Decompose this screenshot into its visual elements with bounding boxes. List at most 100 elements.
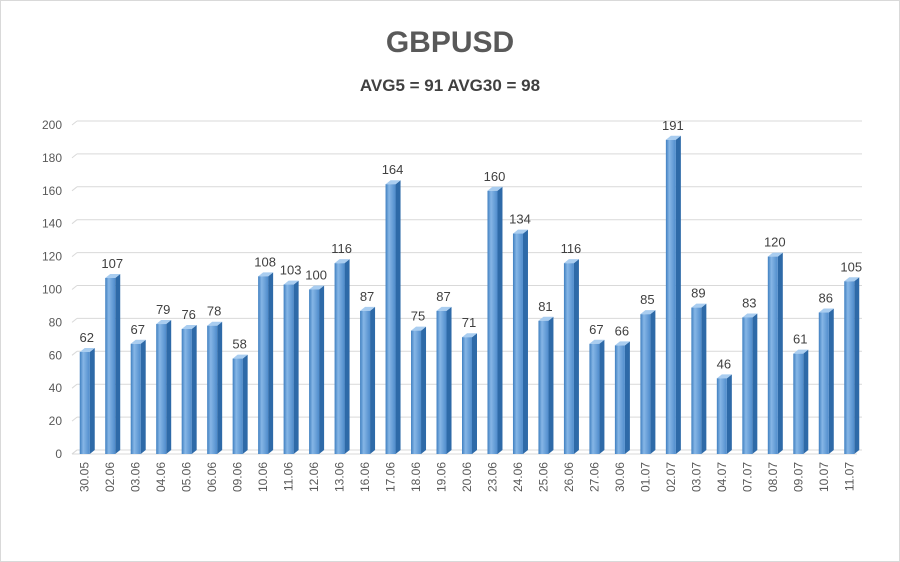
bar-front	[411, 330, 422, 454]
bar-top	[232, 354, 248, 359]
bar-side	[777, 252, 783, 454]
bar-side	[752, 313, 758, 454]
x-tick-label: 02.06	[103, 462, 117, 492]
bar-side	[446, 306, 452, 454]
bar-top	[691, 303, 707, 308]
bar-top	[207, 321, 223, 326]
bar-top	[130, 339, 146, 344]
bar-side	[217, 321, 223, 454]
bar-front	[538, 320, 549, 454]
y-tick-label: 120	[42, 250, 62, 264]
gridline-depth	[71, 252, 78, 257]
bar	[411, 326, 427, 454]
bar	[487, 186, 503, 455]
bar	[79, 348, 95, 454]
bar	[181, 324, 197, 454]
data-label: 100	[305, 268, 327, 283]
y-tick-label: 200	[42, 118, 62, 132]
bar-front	[716, 378, 727, 454]
bar-top	[309, 285, 325, 290]
bar-top	[716, 374, 732, 379]
bar	[283, 280, 299, 454]
y-tick-label: 40	[49, 381, 63, 395]
bar	[563, 259, 579, 454]
y-tick-label: 100	[42, 283, 62, 297]
x-tick-label: 19.06	[435, 462, 449, 492]
gridline-depth	[71, 350, 78, 356]
x-tick-label: 30.06	[613, 462, 627, 492]
data-label: 86	[819, 291, 833, 306]
bar	[538, 316, 554, 454]
data-label: 61	[793, 332, 807, 347]
y-tick-label: 140	[42, 217, 62, 231]
bar-side	[421, 326, 427, 454]
x-tick-label: 06.06	[205, 462, 219, 492]
bar-side	[726, 374, 732, 454]
data-label: 58	[232, 337, 246, 352]
x-tick-label: 18.06	[409, 462, 423, 492]
bar-front	[487, 190, 498, 455]
bar-front	[614, 345, 625, 454]
bar-front	[156, 324, 167, 454]
bar-top	[462, 333, 477, 338]
bar-side	[573, 259, 579, 454]
bar-top	[512, 229, 528, 234]
bar	[512, 229, 528, 454]
bar-top	[411, 326, 427, 331]
gridline-depth	[71, 318, 78, 323]
bar-side	[828, 308, 834, 454]
bar-side	[242, 354, 248, 454]
bar	[232, 354, 248, 454]
data-label: 89	[691, 286, 705, 301]
bar-front	[742, 317, 753, 454]
gridline-depth	[71, 285, 78, 290]
x-tick-label: 05.06	[180, 462, 194, 492]
x-tick-label: 09.06	[231, 462, 245, 492]
data-label: 87	[360, 289, 374, 304]
y-axis-ticks: 0 20 40 60 80 100 120 140 160 180 200	[42, 118, 62, 461]
data-label: 67	[130, 322, 144, 337]
bar-top	[844, 277, 860, 282]
x-tick-label: 23.06	[485, 462, 499, 492]
bar-side	[191, 324, 197, 454]
x-axis-ticks: 30.05 02.06 03.06 04.06 05.06 06.06 09.06 10.06…	[78, 462, 857, 492]
data-label: 116	[561, 241, 582, 256]
bar-side	[624, 341, 630, 454]
bar	[640, 310, 656, 454]
x-tick-label: 12.06	[307, 462, 321, 492]
chart-subtitle: AVG5 = 91 AVG30 = 98	[359, 76, 541, 95]
bar-front	[563, 263, 574, 454]
data-label: 85	[640, 292, 654, 307]
bar	[818, 308, 834, 454]
bar-front	[767, 256, 778, 454]
bar-side	[395, 180, 401, 454]
x-tick-label: 03.07	[689, 462, 703, 492]
x-tick-label: 13.06	[333, 462, 347, 492]
x-tick-label: 24.06	[511, 462, 525, 492]
bar-side	[701, 303, 707, 454]
data-label: 83	[742, 295, 756, 310]
bar-side	[854, 277, 860, 454]
bar	[207, 321, 223, 454]
x-tick-label: 11.07	[842, 462, 856, 491]
bar-front	[844, 281, 855, 454]
data-label: 105	[840, 259, 862, 274]
x-tick-label: 20.06	[460, 462, 474, 492]
bar	[614, 341, 630, 454]
bar-front	[462, 337, 472, 454]
bar-side	[675, 135, 681, 454]
x-tick-label: 07.07	[740, 462, 754, 492]
data-label: 164	[382, 162, 404, 177]
bar	[258, 272, 274, 454]
data-label: 107	[101, 256, 123, 271]
bar-top	[79, 348, 95, 353]
bar-side	[650, 310, 656, 454]
x-tick-label: 11.06	[282, 462, 296, 491]
bar-front	[691, 307, 702, 454]
bar	[793, 349, 809, 454]
data-label: 134	[509, 212, 531, 227]
y-tick-label: 80	[49, 315, 63, 329]
bar	[156, 320, 172, 454]
